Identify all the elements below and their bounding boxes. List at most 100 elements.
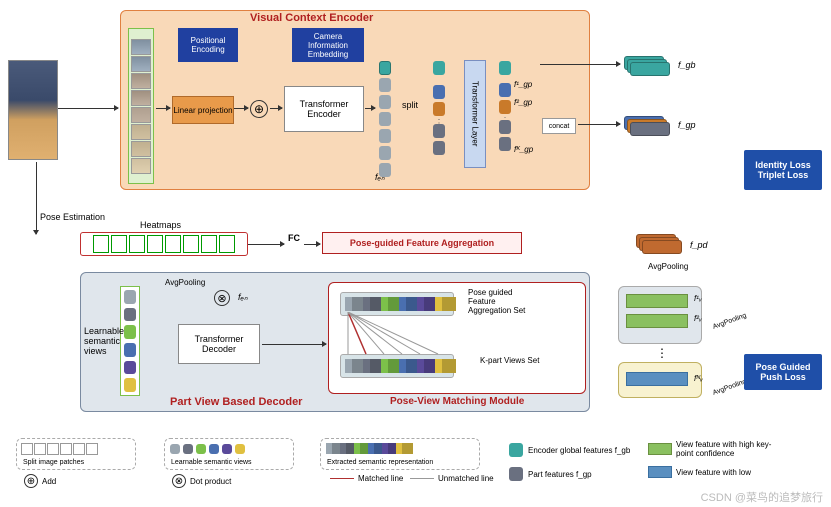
legend-vfl: View feature with low <box>648 466 786 478</box>
heatmaps-row <box>80 232 248 256</box>
fc-label: FC <box>288 233 300 243</box>
heatmap-cell <box>147 235 163 253</box>
concat-block: concat <box>542 118 576 134</box>
patch <box>131 39 151 55</box>
legend-dot: ⊗Dot product <box>172 474 231 488</box>
heatmap-cell <box>111 235 127 253</box>
cube <box>363 359 377 373</box>
lsv-label: Learnable semantic views <box>84 326 118 356</box>
cube <box>417 297 431 311</box>
patch <box>131 107 151 123</box>
cube <box>381 359 395 373</box>
token <box>433 124 445 138</box>
patch <box>131 124 151 140</box>
legend-lsv: Learnable semantic views <box>164 438 294 470</box>
legend-vfh: View feature with high key-point confide… <box>648 440 786 458</box>
token <box>499 61 511 75</box>
fen-label2: fₑₙ <box>238 292 248 303</box>
token <box>499 83 511 97</box>
heatmap-cell <box>219 235 235 253</box>
vce-title: Visual Context Encoder <box>250 12 373 24</box>
matching-lines <box>340 312 460 356</box>
fvn-label: fᴺᵥ <box>694 374 703 383</box>
lsv-token <box>124 361 136 375</box>
avgpool2-label: AvgPooling <box>648 262 688 271</box>
fgb-label: f_gb <box>678 60 696 70</box>
positional-encoding-block: Positional Encoding <box>178 28 238 62</box>
arrow <box>304 244 320 245</box>
legend-lsv-tokens <box>169 443 246 455</box>
legend-pf: Part features f_gp <box>508 466 592 482</box>
layer-out-tokens: ⋮ <box>498 60 512 152</box>
patch <box>131 90 151 106</box>
pfa-block: Pose-guided Feature Aggregation <box>322 232 522 254</box>
legend-lsv-label: Learnable semantic views <box>171 459 252 466</box>
legend-patches <box>21 443 98 455</box>
fen-tokens <box>378 60 392 178</box>
lsv-token <box>124 378 136 392</box>
kpvs-row <box>340 354 454 378</box>
cube <box>417 359 431 373</box>
token <box>499 137 511 151</box>
token <box>499 120 511 134</box>
arrow <box>248 244 284 245</box>
fv1-bar <box>626 294 688 308</box>
arrow <box>262 344 326 345</box>
cube <box>345 359 359 373</box>
dot-product-op: ⊗ <box>214 290 230 306</box>
heatmap-cell <box>93 235 109 253</box>
token <box>379 78 391 92</box>
pgfas-label: Pose guided Feature Aggregation Set <box>468 288 538 315</box>
cube <box>363 297 377 311</box>
heatmap-cell <box>201 235 217 253</box>
legend-matched: Matched line <box>330 474 403 483</box>
lsv-column <box>120 286 140 396</box>
lsv-token <box>124 308 136 322</box>
token <box>379 129 391 143</box>
transformer-decoder-block: Transformer Decoder <box>178 324 260 364</box>
patch <box>131 56 151 72</box>
legend-add: ⊕Add <box>24 474 56 488</box>
cube <box>435 297 449 311</box>
arrow <box>58 108 118 109</box>
identity-triplet-loss: Identity Loss Triplet Loss <box>744 150 822 190</box>
linear-projection-block: Linear projection <box>172 96 234 124</box>
cube <box>399 359 413 373</box>
fv1-label: f¹ᵥ <box>694 294 702 303</box>
input-image <box>8 60 58 160</box>
fv2-label: f²ᵥ <box>694 314 702 323</box>
lsv-token <box>124 290 136 304</box>
legend-egf: Encoder global features f_gb <box>508 442 630 458</box>
arrow <box>365 108 375 109</box>
token <box>433 141 445 155</box>
pose-guided-push-loss: Pose Guided Push Loss <box>744 354 822 390</box>
fpd-label: f_pd <box>690 240 708 250</box>
pose-estimation-label: Pose Estimation <box>40 212 105 222</box>
fvn-bar <box>626 372 688 386</box>
fv2-bar <box>626 314 688 328</box>
token <box>379 61 391 75</box>
token <box>379 112 391 126</box>
legend-unmatched: Unmatched line <box>410 474 494 483</box>
legend-split-label: Split image patches <box>23 459 84 466</box>
arrow <box>270 108 282 109</box>
legend-esr: Extracted semantic representation <box>320 438 480 470</box>
legend-esr-cubes <box>325 442 408 455</box>
image-patches <box>128 28 154 184</box>
pvm-title: Pose-View Matching Module <box>390 396 524 407</box>
avgpool1-label: AvgPooling <box>165 278 205 287</box>
arrow <box>156 108 170 109</box>
heatmaps-label: Heatmaps <box>140 220 181 230</box>
patch <box>131 141 151 157</box>
split-tokens: ⋮ <box>432 60 446 156</box>
token <box>379 146 391 160</box>
vdots: ⋮ <box>656 346 668 360</box>
token <box>433 61 445 75</box>
arrow <box>234 108 248 109</box>
avgpool4: AvgPooling <box>712 378 748 397</box>
patch <box>131 73 151 89</box>
token <box>433 85 445 99</box>
heatmap-cell <box>129 235 145 253</box>
add-op: ⊕ <box>250 100 268 118</box>
lsv-token <box>124 343 136 357</box>
